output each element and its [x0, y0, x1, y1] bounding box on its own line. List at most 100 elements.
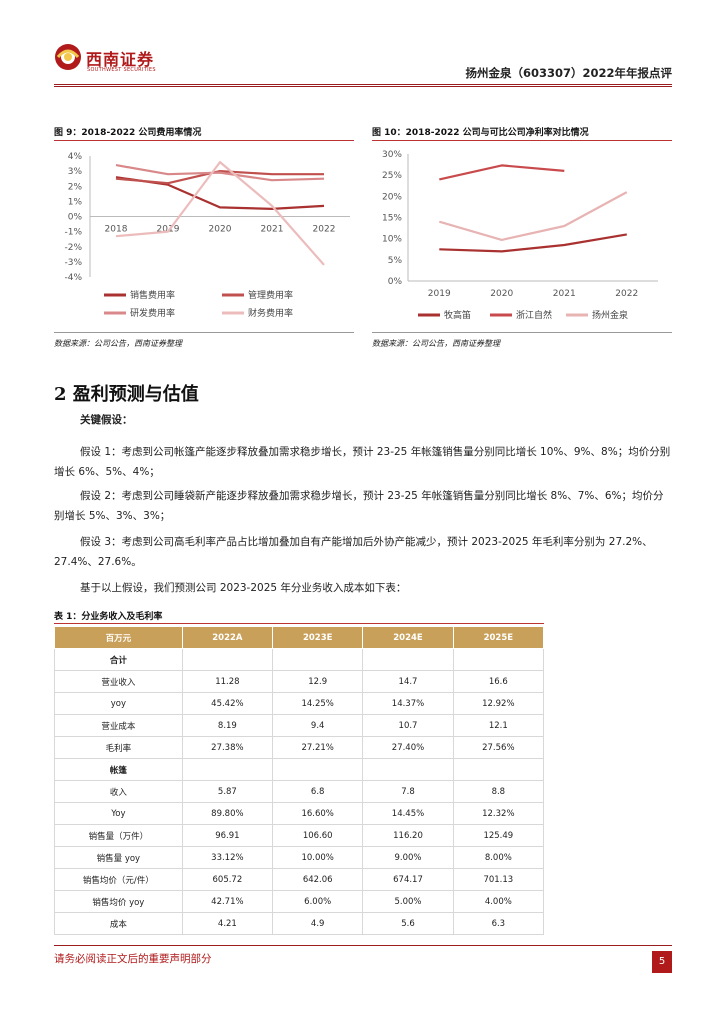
legend-label: 销售费用率	[130, 289, 175, 301]
footer-notice: 请务必阅读正文后的重要声明部分	[54, 953, 212, 965]
legend-label: 牧高笛	[444, 309, 471, 321]
figure10-source: 数据来源：公司公告，西南证券整理	[372, 339, 500, 348]
x-tick-label: 2020	[209, 225, 232, 235]
series-line	[439, 233, 627, 253]
table-row: 成本 4.21 4.9 5.6 6.3	[54, 912, 545, 935]
table-row: 毛利率 27.38% 27.21% 27.40% 27.56%	[54, 736, 545, 759]
value-cell	[362, 758, 454, 781]
row-label-cell: Yoy	[54, 802, 183, 825]
table-row: 销售均价（元/件） 605.72 642.06 674.17 701.13	[54, 868, 545, 891]
figure10-chart: 30% 25% 20% 15% 10% 5% 0% 2019 2020 2021 2022 牧高笛 浙江…	[382, 150, 658, 321]
value-cell: 12.32%	[452, 802, 545, 825]
header-label-cell: 百万元	[54, 626, 183, 649]
table-row: yoy 45.42% 14.25% 14.37% 12.92%	[54, 692, 545, 715]
y-tick-label: 1%	[68, 197, 83, 207]
value-cell: 45.42%	[181, 692, 274, 715]
y-tick-label: 10%	[382, 235, 402, 245]
value-cell: 42.71%	[181, 890, 274, 913]
value-cell: 605.72	[181, 868, 274, 891]
value-cell: 701.13	[452, 868, 545, 891]
value-cell: 16.60%	[272, 802, 364, 825]
table-row: 销售量（万件） 96.91 106.60 116.20 125.49	[54, 824, 545, 847]
value-cell: 14.37%	[362, 692, 454, 715]
x-tick-label: 2020	[490, 289, 513, 299]
value-cell: 4.21	[181, 912, 274, 935]
row-label-cell: 帐篷	[54, 758, 183, 781]
y-tick-label: 25%	[382, 171, 402, 181]
x-tick-label: 2019	[428, 289, 451, 299]
footer-divider	[54, 945, 672, 946]
x-tick-label: 2022	[615, 289, 638, 299]
x-tick-label: 2018	[105, 225, 128, 235]
y-tick-label: -4%	[64, 273, 82, 283]
value-cell: 14.7	[362, 670, 454, 693]
value-cell: 125.49	[452, 824, 545, 847]
table-intro: 基于以上假设，我们预测公司 2023-2025 年分业务收入成本如下表：	[80, 582, 407, 594]
series-line	[115, 170, 324, 185]
page-number: 5	[652, 951, 672, 973]
row-label-cell: 合计	[54, 648, 183, 671]
x-tick-label: 2022	[313, 225, 336, 235]
logo-subtext: SOUTHWEST SECURITIES	[87, 67, 156, 73]
value-cell: 96.91	[181, 824, 274, 847]
row-label-cell: 销售均价 yoy	[54, 890, 183, 913]
legend-label: 浙江自然	[516, 309, 552, 321]
value-cell	[181, 758, 274, 781]
section-title: 2 盈利预测与估值	[54, 384, 199, 405]
value-cell: 9.00%	[362, 846, 454, 869]
figure10-title-rule	[372, 140, 672, 141]
table-row: Yoy 89.80% 16.60% 14.45% 12.32%	[54, 802, 545, 825]
value-cell	[272, 758, 364, 781]
value-cell: 642.06	[272, 868, 364, 891]
header-year-cell: 2022A	[181, 626, 274, 649]
value-cell: 116.20	[362, 824, 454, 847]
table-row: 销售量 yoy 33.12% 10.00% 9.00% 8.00%	[54, 846, 545, 869]
value-cell: 16.6	[452, 670, 545, 693]
series-line	[439, 164, 565, 181]
value-cell: 5.87	[181, 780, 274, 803]
y-tick-label: -2%	[64, 243, 82, 253]
value-cell: 12.9	[272, 670, 364, 693]
value-cell: 5.6	[362, 912, 454, 935]
figure9-chart: 4% 3% 2% 1% 0% -1% -2% -3% -4% 2018 2019 2020 2021 20…	[64, 152, 350, 319]
value-cell: 11.28	[181, 670, 274, 693]
row-label-cell: yoy	[54, 692, 183, 715]
row-label-cell: 营业收入	[54, 670, 183, 693]
value-cell: 674.17	[362, 868, 454, 891]
legend-label: 扬州金泉	[592, 309, 628, 321]
row-label-cell: 收入	[54, 780, 183, 803]
row-label-cell: 销售量（万件）	[54, 824, 183, 847]
table-header-row: 百万元 2022A 2023E 2024E 2025E	[54, 626, 545, 649]
figure9-title-rule	[54, 140, 354, 141]
y-tick-label: -1%	[64, 228, 82, 238]
legend-label: 管理费用率	[248, 289, 293, 301]
y-tick-label: 30%	[382, 150, 402, 160]
y-tick-label: -3%	[64, 258, 82, 268]
key-assumptions-label: 关键假设：	[80, 414, 133, 426]
logo-text: 西南证券	[86, 50, 155, 69]
row-label-cell: 销售均价（元/件）	[54, 868, 183, 891]
header-divider	[54, 84, 672, 85]
value-cell: 12.92%	[452, 692, 545, 715]
assumption-3: 假设 3：考虑到公司高毛利率产品占比增加叠加自有产能增加后外协产能减少，预计 2…	[54, 536, 653, 568]
row-label-cell: 成本	[54, 912, 183, 935]
value-cell: 27.56%	[452, 736, 545, 759]
figure9-title: 图 9：2018-2022 公司费用率情况	[54, 128, 202, 138]
value-cell: 6.8	[272, 780, 364, 803]
header-divider-2	[54, 86, 672, 87]
value-cell: 10.00%	[272, 846, 364, 869]
value-cell: 89.80%	[181, 802, 274, 825]
y-tick-label: 0%	[388, 277, 403, 287]
table-row: 营业收入 11.28 12.9 14.7 16.6	[54, 670, 545, 693]
legend-label: 财务费用率	[248, 307, 293, 319]
assumption-1: 假设 1：考虑到公司帐篷产能逐步释放叠加需求稳步增长，预计 23-25 年帐篷销…	[54, 446, 671, 478]
series-line	[115, 161, 325, 266]
value-cell: 33.12%	[181, 846, 274, 869]
y-tick-label: 3%	[68, 167, 83, 177]
table-row: 合计	[54, 648, 545, 671]
value-cell	[362, 648, 454, 671]
value-cell	[452, 648, 545, 671]
header-year-cell: 2023E	[272, 626, 364, 649]
value-cell: 12.1	[452, 714, 545, 737]
value-cell: 6.00%	[272, 890, 364, 913]
